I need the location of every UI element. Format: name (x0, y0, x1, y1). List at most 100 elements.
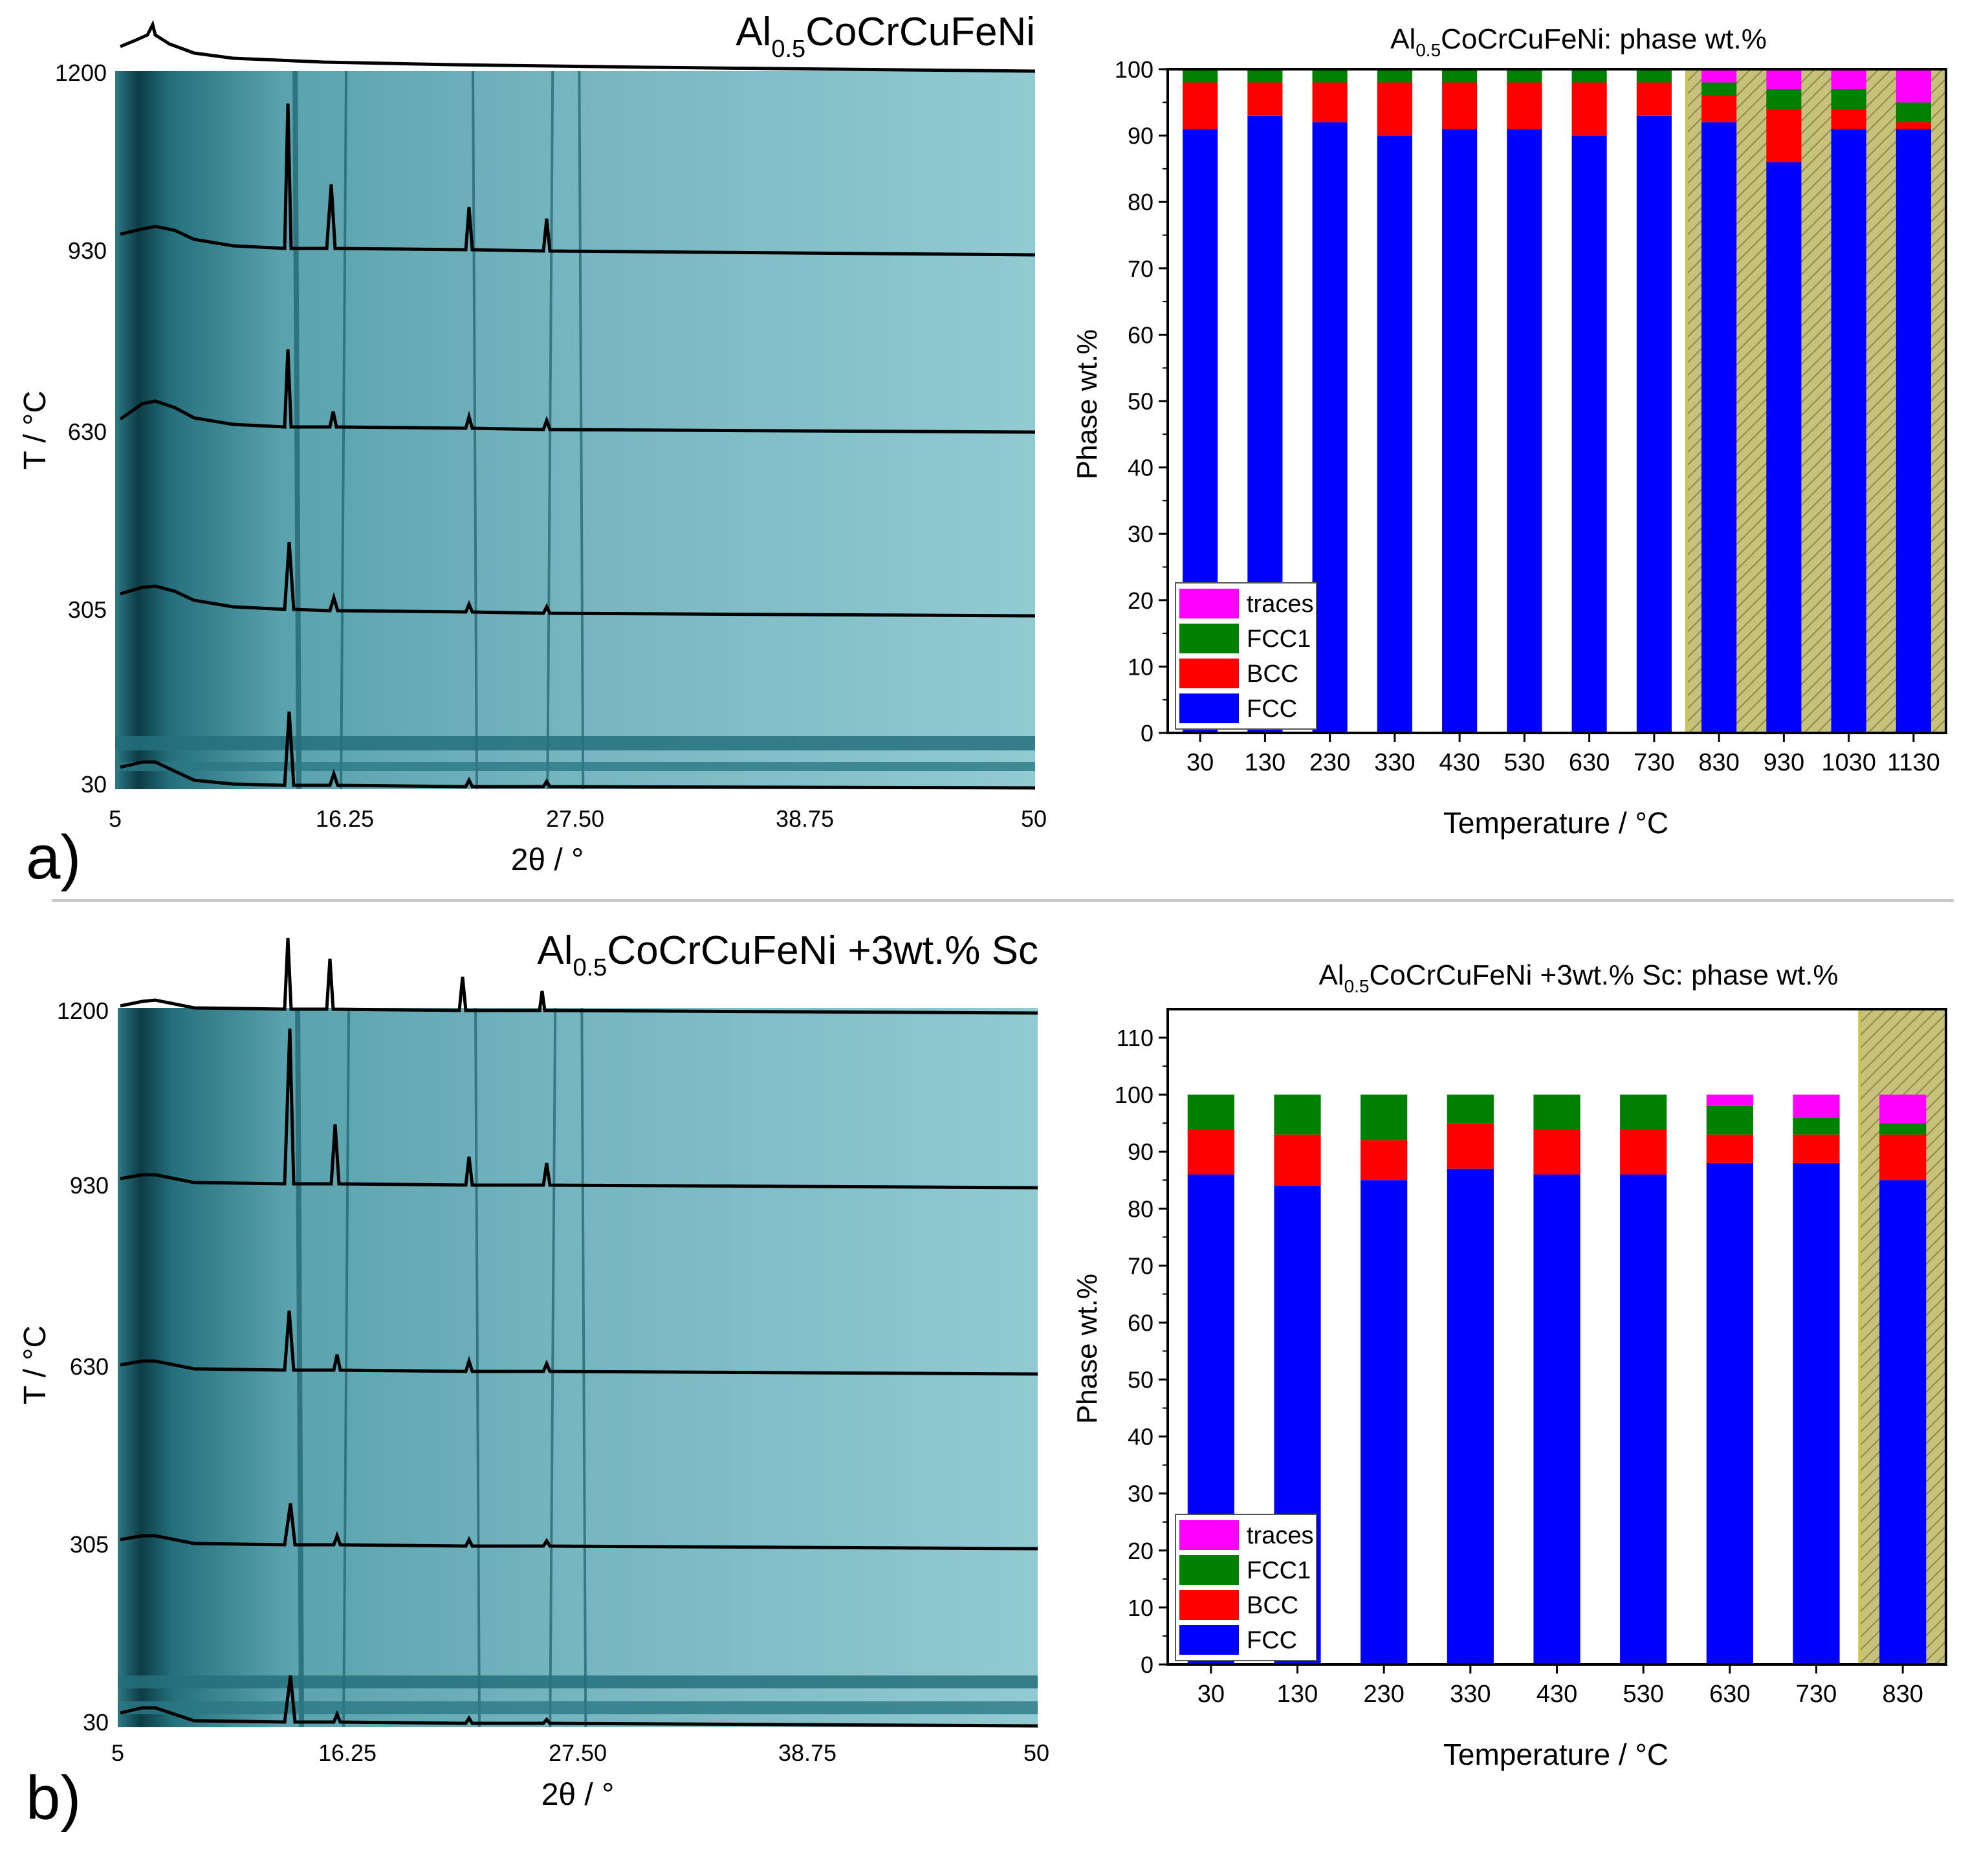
panel-a-xtick-label-930: 930 (1764, 749, 1804, 776)
panel-a-bar-title-rest: CoCrCuFeNi: phase wt.% (1441, 23, 1767, 55)
panel-b-heatmap-title-sub: 0.5 (573, 954, 607, 981)
panel-a-bar-fcc-330 (1377, 135, 1412, 734)
panel-b-bar-bcc-730 (1793, 1134, 1840, 1163)
panel-b-bar-bcc-630 (1706, 1134, 1753, 1163)
panel-b-ytick-label-70: 70 (1128, 1252, 1153, 1279)
panel-b-ytick-label-100: 100 (1115, 1082, 1153, 1108)
panel-a-bar-fcc-630 (1571, 135, 1607, 734)
panel-a-ytick-label-20: 20 (1128, 587, 1153, 614)
panel-b-heatmap-title-main: Al (537, 928, 573, 973)
panel-b-bar-fcc-330 (1447, 1168, 1494, 1664)
panel-a-bar-fcc-1030 (1831, 129, 1866, 734)
panel-b-legend-label-fcc: FCC (1247, 1627, 1297, 1654)
panel-a-bar-fcc-830 (1701, 122, 1737, 733)
panel-a-xtick-label-130: 130 (1245, 749, 1285, 776)
peak-streak (292, 71, 302, 790)
panel-b-bar-traces-830 (1879, 1095, 1927, 1124)
panel-b-heatmap-xtick-5: 5 (111, 1740, 124, 1766)
panel-a-bar-fcc-930 (1766, 162, 1802, 733)
panel-a-legend-label-fcc: FCC (1247, 695, 1297, 723)
panel-b-heatmap-ytick-930: 930 (70, 1172, 109, 1199)
panel-a-heatmap-ytick-1200: 1200 (55, 60, 107, 86)
panel-a-bar-ylabel: Phase wt.% (1071, 329, 1103, 479)
panel-a-heatmap-ytick-630: 630 (68, 419, 107, 445)
panel-a-bar-title-main: Al (1390, 23, 1416, 55)
panel-b-bar-ylabel: Phase wt.% (1071, 1274, 1103, 1424)
panel-a-ytick-label-70: 70 (1128, 256, 1153, 282)
panel-b-ytick-label-90: 90 (1128, 1139, 1153, 1165)
panel-a-bar-fcc1-730 (1636, 69, 1672, 83)
panel-b-xtick-label-630: 630 (1709, 1681, 1750, 1708)
panel-a-xtick-label-1130: 1130 (1887, 749, 1940, 776)
peak-streak (474, 1007, 481, 1728)
panel-a-bar-traces-1130 (1896, 69, 1931, 103)
panel-a-bar-bcc-830 (1701, 96, 1737, 123)
panel-b-heatmap-ytick-30: 30 (83, 1709, 109, 1736)
peak-streak (580, 1007, 587, 1728)
panel-b-ytick-label-30: 30 (1128, 1481, 1153, 1507)
panel-a-xtick-label-830: 830 (1698, 749, 1739, 776)
panel-b-xtick-label-130: 130 (1277, 1681, 1318, 1708)
panel-a-legend-swatch-fcc (1179, 693, 1239, 723)
panel-a-xtick-label-730: 730 (1634, 749, 1674, 776)
panel-a-label: a) (26, 823, 81, 892)
panel-a-bar-bcc-130 (1247, 82, 1283, 116)
panel-b-bar-title-rest: CoCrCuFeNi +3wt.% Sc: phase wt.% (1370, 959, 1839, 991)
panel-a-bar-fcc-1130 (1896, 129, 1931, 734)
panel-a-heatmap-xtick-50: 50 (1021, 805, 1047, 832)
panel-a-bar-bcc-30 (1183, 82, 1218, 129)
panel-b-legend-swatch-traces (1179, 1520, 1239, 1550)
panel-b-heatmap-xtick-38.75: 38.75 (778, 1740, 836, 1766)
panel-a-heatmap-ytick-930: 930 (68, 237, 107, 264)
panel-a-pattern-1200 (120, 19, 1036, 73)
panel-a-pattern-30 (120, 711, 1036, 790)
panel-a-bar-fcc1-1130 (1896, 102, 1931, 123)
panel-a-xtick-label-630: 630 (1569, 749, 1610, 776)
panel-b-bar-fcc-730 (1793, 1162, 1840, 1664)
panel-b-xtick-label-230: 230 (1363, 1681, 1404, 1708)
panel-b-bar-bcc-130 (1274, 1134, 1321, 1186)
panel-a-bar-fcc-730 (1636, 115, 1672, 733)
panel-a-bar-fcc1-230 (1312, 69, 1348, 83)
panel-b-bar-bcc-330 (1447, 1123, 1494, 1169)
peak-streak (340, 71, 348, 790)
panel-a-legend-label-traces: traces (1247, 591, 1313, 618)
panel-b-bar-fcc1-830 (1879, 1123, 1927, 1135)
panel-b-legend-swatch-fcc (1179, 1625, 1239, 1655)
panel-a-bar-fcc1-430 (1442, 69, 1478, 83)
panel-a-ytick-label-0: 0 (1141, 720, 1153, 747)
panel-a-legend-label-fcc1: FCC1 (1247, 626, 1311, 653)
panel-b-heatmap-ytick-630: 630 (70, 1353, 109, 1380)
panel-a-bar-plot: 30 130 230 330 430 530 630 730 830 930 1030 1130010… (1115, 56, 1947, 776)
panel-b-ytick-label-50: 50 (1128, 1367, 1153, 1393)
panel-b-legend-label-fcc1: FCC1 (1247, 1557, 1311, 1584)
panel-b-bar-fcc1-630 (1706, 1106, 1753, 1135)
panel-b-bar-fcc-230 (1361, 1180, 1408, 1664)
panel-b-bar-title-sub: 0.5 (1344, 976, 1370, 996)
panel-b-bar-fcc1-330 (1447, 1095, 1494, 1124)
panel-b-heatmap-field (118, 1008, 1038, 1727)
panel-a-ytick-label-30: 30 (1128, 521, 1153, 547)
panel-a-bar-title: Al0.5CoCrCuFeNi: phase wt.% (1390, 23, 1767, 60)
panel-b-xtick-label-330: 330 (1450, 1681, 1491, 1708)
panel-b-pattern-930 (120, 1028, 1038, 1190)
panel-a-xtick-label-330: 330 (1374, 749, 1415, 776)
panel-a-bar-bcc-630 (1571, 82, 1607, 136)
panel-b-ytick-label-0: 0 (1141, 1652, 1153, 1678)
panel-a-pattern-930 (120, 103, 1036, 257)
panel-a-bar-bcc-730 (1636, 82, 1672, 116)
panel-a-bar-fcc1-930 (1766, 89, 1802, 109)
panel-b-heatmap-xtick-50: 50 (1023, 1740, 1049, 1766)
panel-a-xtick-label-230: 230 (1309, 749, 1350, 776)
panel-a-ytick-label-40: 40 (1128, 455, 1153, 481)
panel-a-heatmap-xtick-5: 5 (109, 805, 122, 832)
panel-b-heatmap-ytick-1200: 1200 (57, 998, 109, 1024)
panel-a-bar-fcc1-330 (1377, 69, 1412, 83)
panel-b-bar-fcc1-530 (1620, 1095, 1667, 1129)
panel-b-ytick-label-110: 110 (1117, 1025, 1153, 1051)
panel-a-heatmap-title-main: Al (736, 10, 771, 54)
panel-a-xtick-label-430: 430 (1439, 749, 1480, 776)
panel-b-bar-chart: Al0.5CoCrCuFeNi +3wt.% Sc: phase wt.% 30… (1071, 959, 1947, 1771)
panel-b-plot-frame (1166, 1008, 1947, 1666)
panel-a-heatmap-title-sub: 0.5 (771, 36, 805, 63)
